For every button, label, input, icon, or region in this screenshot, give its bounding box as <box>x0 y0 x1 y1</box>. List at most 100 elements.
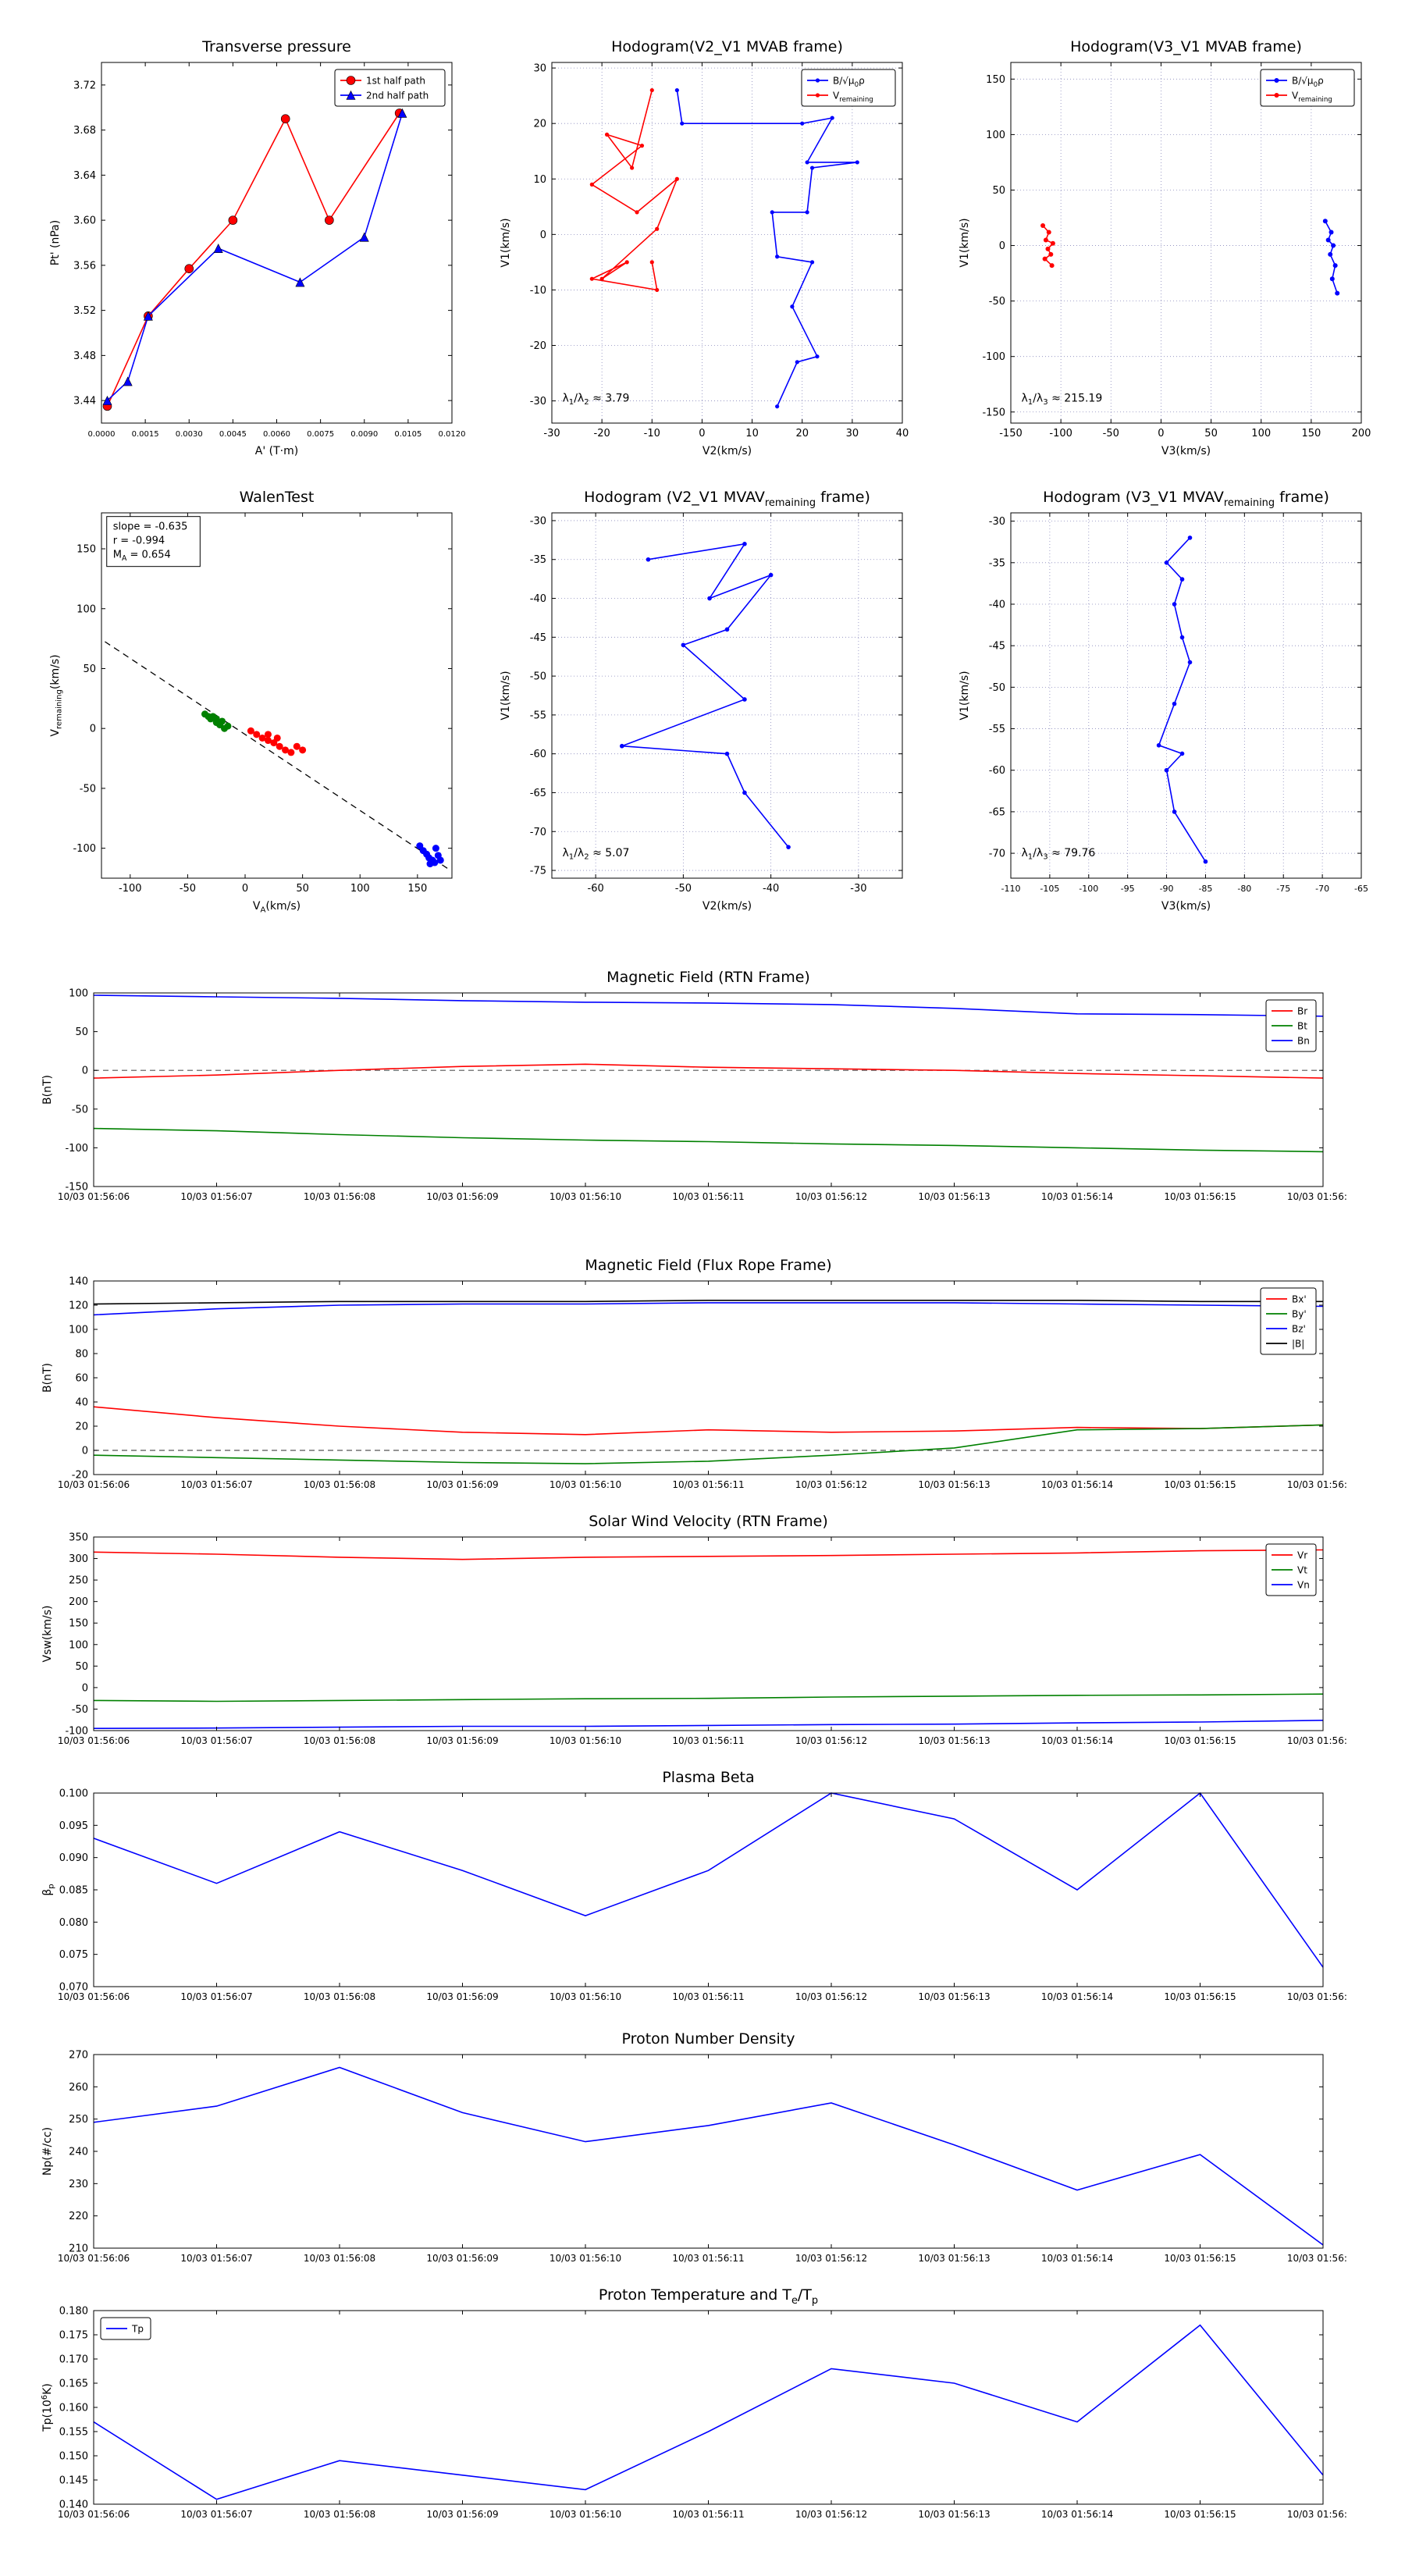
svg-text:Tp: Tp <box>131 2324 144 2335</box>
svg-text:-40: -40 <box>763 883 779 895</box>
svg-text:0.0000: 0.0000 <box>88 430 116 439</box>
svg-text:100: 100 <box>69 1639 88 1651</box>
plot-canvas: -110 -105 -100 -95 -90 -85 -80 -75 -70 -65 -70 -65 -… <box>959 512 1368 913</box>
svg-text:-50: -50 <box>72 1104 88 1115</box>
svg-text:10/03 01:56:09: 10/03 01:56:09 <box>426 1991 498 2002</box>
svg-text:0: 0 <box>999 240 1005 252</box>
svg-text:10/03 01:56:10: 10/03 01:56:10 <box>550 1479 621 1490</box>
svg-text:-85: -85 <box>1198 884 1212 894</box>
svg-text:0.0105: 0.0105 <box>394 430 422 439</box>
svg-text:230: 230 <box>69 2179 88 2190</box>
svg-text:0.100: 0.100 <box>59 1788 88 1800</box>
svg-text:150: 150 <box>69 1618 88 1630</box>
svg-text:λ1​/λ2​ ≈ 5.07: λ1​/λ2​ ≈ 5.07 <box>562 847 629 862</box>
plot-canvas: 10/03 01:56:06 10/03 01:56:07 10/03 01:56:… <box>41 988 1346 1203</box>
svg-text:10/03 01:56:14: 10/03 01:56:14 <box>1041 1735 1113 1746</box>
svg-text:150: 150 <box>1301 428 1321 439</box>
svg-text:-100: -100 <box>65 1726 88 1738</box>
svg-text:10/03 01:56:13: 10/03 01:56:13 <box>918 1991 990 2002</box>
svg-text:10/03 01:56:10: 10/03 01:56:10 <box>550 2509 621 2520</box>
svg-text:-60: -60 <box>530 749 546 760</box>
svg-text:10/03 01:56:15: 10/03 01:56:15 <box>1164 2509 1236 2520</box>
svg-text:V3(km/s): V3(km/s) <box>1161 900 1211 913</box>
svg-text:10/03 01:56:10: 10/03 01:56:10 <box>550 1991 621 2002</box>
svg-text:10/03 01:56:06: 10/03 01:56:06 <box>58 1735 130 1746</box>
svg-text:-50: -50 <box>530 671 546 683</box>
svg-text:270: 270 <box>69 2050 88 2062</box>
svg-text:300: 300 <box>69 1553 88 1565</box>
svg-text:0.0120: 0.0120 <box>439 430 466 439</box>
plot-canvas: 10/03 01:56:06 10/03 01:56:07 10/03 01:56:… <box>41 1276 1346 1491</box>
svg-text:220: 220 <box>69 2211 88 2222</box>
svg-text:-95: -95 <box>1121 884 1135 894</box>
svg-text:3.56: 3.56 <box>73 260 96 272</box>
svg-text:-150: -150 <box>982 407 1005 418</box>
svg-text:210: 210 <box>69 2243 88 2255</box>
svg-text:-70: -70 <box>530 827 546 838</box>
svg-text:-60: -60 <box>588 883 604 895</box>
svg-text:10/03 01:56:09: 10/03 01:56:09 <box>426 1191 498 1202</box>
svg-text:0.0075: 0.0075 <box>307 430 334 439</box>
svg-text:30: 30 <box>846 428 859 439</box>
svg-text:10/03 01:56:13: 10/03 01:56:13 <box>918 2509 990 2520</box>
svg-text:10/03 01:56:07: 10/03 01:56:07 <box>180 1479 252 1490</box>
svg-text:0: 0 <box>82 1682 88 1694</box>
svg-text:Bt: Bt <box>1297 1021 1307 1032</box>
chart-title: Solar Wind Velocity (RTN Frame) <box>589 1513 828 1530</box>
svg-text:10/03 01:56:14: 10/03 01:56:14 <box>1041 1991 1113 2002</box>
svg-text:50: 50 <box>296 883 309 895</box>
svg-text:10/03 01:56:10: 10/03 01:56:10 <box>550 1735 621 1746</box>
svg-text:10: 10 <box>533 174 546 186</box>
svg-text:10/03 01:56:07: 10/03 01:56:07 <box>180 1191 252 1202</box>
svg-text:10/03 01:56:16: 10/03 01:56:16 <box>1287 2253 1346 2264</box>
svg-text:150: 150 <box>986 74 1005 86</box>
svg-text:100: 100 <box>350 883 370 895</box>
svg-text:10/03 01:56:08: 10/03 01:56:08 <box>304 1991 375 2002</box>
svg-text:10/03 01:56:09: 10/03 01:56:09 <box>426 1479 498 1490</box>
svg-text:40: 40 <box>896 428 909 439</box>
svg-text:10/03 01:56:10: 10/03 01:56:10 <box>550 2253 621 2264</box>
svg-text:0.175: 0.175 <box>59 2330 88 2342</box>
plot-canvas: 10/03 01:56:06 10/03 01:56:07 10/03 01:56:… <box>41 1532 1346 1747</box>
svg-text:200: 200 <box>69 1596 88 1608</box>
svg-text:0.0015: 0.0015 <box>132 430 159 439</box>
svg-text:10/03 01:56:15: 10/03 01:56:15 <box>1164 1991 1236 2002</box>
svg-text:Vt: Vt <box>1297 1565 1307 1576</box>
svg-text:10/03 01:56:08: 10/03 01:56:08 <box>304 2509 375 2520</box>
svg-text:10/03 01:56:15: 10/03 01:56:15 <box>1164 1479 1236 1490</box>
svg-text:50: 50 <box>992 185 1005 197</box>
svg-text:3.68: 3.68 <box>73 125 96 137</box>
svg-text:1st half path: 1st half path <box>366 76 425 87</box>
svg-text:λ1​/λ3​ ≈ 79.76: λ1​/λ3​ ≈ 79.76 <box>1021 847 1095 862</box>
svg-text:10/03 01:56:16: 10/03 01:56:16 <box>1287 1479 1346 1490</box>
svg-text:V3(km/s): V3(km/s) <box>1161 445 1211 457</box>
svg-text:10/03 01:56:06: 10/03 01:56:06 <box>58 2253 130 2264</box>
svg-text:-50: -50 <box>80 783 96 795</box>
chart-magnetic-field-flux-rope: Magnetic Field (Flux Rope Frame) 10/03 0… <box>27 1246 1346 1507</box>
plot-canvas: -30 -20 -10 0 10 20 30 40 -30 -20 -10 0 10 20 30 V2(km/… <box>500 62 909 457</box>
svg-text:10/03 01:56:14: 10/03 01:56:14 <box>1041 2253 1113 2264</box>
svg-text:10/03 01:56:16: 10/03 01:56:16 <box>1287 1991 1346 2002</box>
chart-title: Magnetic Field (RTN Frame) <box>606 969 810 986</box>
svg-text:-35: -35 <box>989 557 1005 569</box>
svg-text:-110: -110 <box>1001 884 1021 894</box>
svg-text:10/03 01:56:12: 10/03 01:56:12 <box>795 2253 867 2264</box>
svg-text:3.64: 3.64 <box>73 170 96 182</box>
svg-text:10/03 01:56:13: 10/03 01:56:13 <box>918 1191 990 1202</box>
svg-text:-10: -10 <box>530 285 546 297</box>
svg-text:3.72: 3.72 <box>73 80 96 91</box>
svg-text:By': By' <box>1292 1309 1307 1320</box>
svg-text:20: 20 <box>75 1421 88 1433</box>
chart-solar-wind-velocity: Solar Wind Velocity (RTN Frame) 10/03 01… <box>27 1502 1346 1763</box>
svg-text:10/03 01:56:11: 10/03 01:56:11 <box>672 1191 744 1202</box>
svg-text:10/03 01:56:12: 10/03 01:56:12 <box>795 1479 867 1490</box>
svg-text:Bx': Bx' <box>1292 1294 1307 1305</box>
chart-title: Hodogram (V2_V1 MVAVremaining frame) <box>584 489 870 509</box>
chart-title: Transverse pressure <box>202 38 351 55</box>
svg-text:-40: -40 <box>989 600 1005 611</box>
svg-text:0.170: 0.170 <box>59 2354 88 2366</box>
svg-text:-55: -55 <box>530 710 546 721</box>
svg-text:-30: -30 <box>989 516 1005 528</box>
svg-text:10/03 01:56:09: 10/03 01:56:09 <box>426 2509 498 2520</box>
svg-text:30: 30 <box>533 63 546 75</box>
